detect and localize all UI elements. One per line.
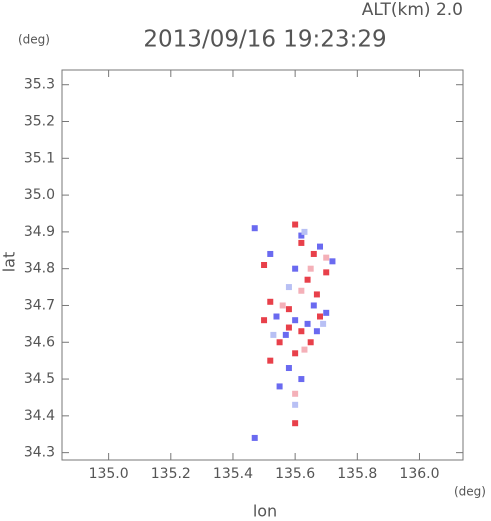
- data-point: [323, 254, 330, 261]
- data-point: [292, 390, 299, 397]
- y-tick-label: 34.9: [24, 224, 55, 240]
- data-point: [292, 401, 299, 408]
- data-point: [310, 250, 317, 257]
- data-point: [273, 313, 280, 320]
- data-point: [317, 313, 324, 320]
- data-point: [267, 250, 274, 257]
- data-point: [251, 434, 258, 441]
- data-point: [304, 320, 311, 327]
- data-point: [292, 420, 299, 427]
- data-point: [292, 317, 299, 324]
- x-tick-label: 135.6: [275, 466, 315, 482]
- y-tick-label: 35.3: [24, 77, 55, 93]
- y-tick-label: 35.0: [24, 187, 55, 203]
- data-point: [298, 232, 305, 239]
- y-unit: (deg): [18, 33, 50, 47]
- data-point: [282, 331, 289, 338]
- x-unit: (deg): [454, 485, 486, 499]
- data-point: [276, 383, 283, 390]
- data-point: [313, 291, 320, 298]
- y-tick-label: 34.3: [24, 445, 55, 461]
- plot-frame: [61, 69, 464, 461]
- data-point: [307, 339, 314, 346]
- data-point: [323, 269, 330, 276]
- y-tick-label: 34.4: [24, 408, 55, 424]
- data-point: [307, 265, 314, 272]
- y-axis-label: lat: [0, 252, 19, 273]
- x-tick-label: 136.0: [399, 466, 439, 482]
- x-tick-label: 135.0: [89, 466, 129, 482]
- y-tick-label: 34.6: [24, 334, 55, 350]
- data-point: [285, 306, 292, 313]
- data-point: [313, 328, 320, 335]
- data-point: [261, 317, 268, 324]
- data-point: [298, 239, 305, 246]
- data-point: [285, 324, 292, 331]
- y-tick-label: 34.8: [24, 261, 55, 277]
- data-point: [292, 265, 299, 272]
- data-point: [270, 331, 277, 338]
- data-point: [267, 357, 274, 364]
- data-point: [301, 346, 308, 353]
- data-point: [320, 320, 327, 327]
- y-tick-label: 35.1: [24, 150, 55, 166]
- data-point: [292, 221, 299, 228]
- data-point: [298, 376, 305, 383]
- data-point: [301, 228, 308, 235]
- data-point: [285, 365, 292, 372]
- data-point: [310, 302, 317, 309]
- data-point: [329, 258, 336, 265]
- y-tick-label: 35.2: [24, 114, 55, 130]
- x-axis-label: lon: [253, 502, 277, 521]
- data-point: [298, 287, 305, 294]
- x-tick-label: 135.8: [337, 466, 377, 482]
- x-tick-label: 135.4: [213, 466, 253, 482]
- data-point: [304, 276, 311, 283]
- data-point: [261, 262, 268, 268]
- data-point: [298, 328, 305, 335]
- data-point: [251, 225, 258, 232]
- chart-title: 2013/09/16 19:23:29: [143, 27, 386, 53]
- data-point: [323, 309, 330, 316]
- data-point: [292, 350, 299, 357]
- y-tick-label: 34.7: [24, 297, 55, 313]
- data-point: [285, 284, 292, 291]
- data-point: [317, 243, 324, 250]
- subtitle: ALT(km) 2.0: [362, 0, 463, 20]
- y-tick-label: 34.5: [24, 371, 55, 387]
- data-point: [276, 339, 283, 346]
- data-point: [267, 298, 274, 305]
- data-point: [279, 302, 286, 309]
- x-tick-label: 135.2: [151, 466, 191, 482]
